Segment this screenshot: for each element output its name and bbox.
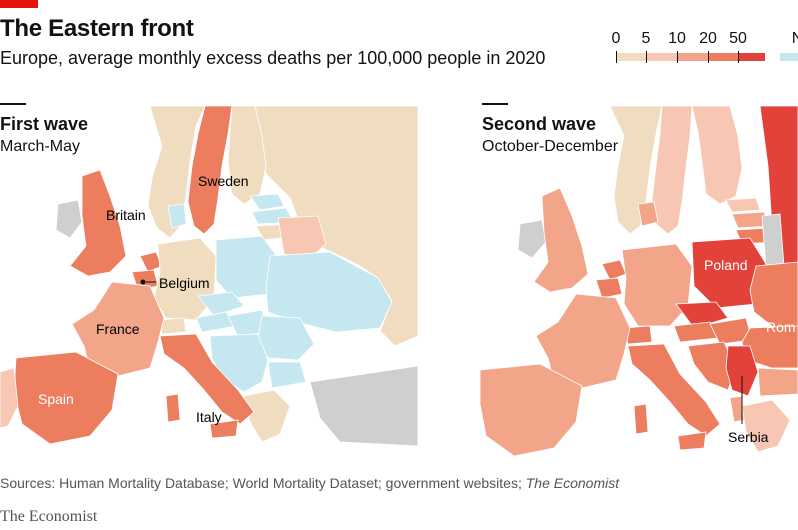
- label-serbia: Serbia: [728, 429, 769, 445]
- map-belgium: [595, 277, 623, 299]
- map-czechia: [197, 291, 245, 317]
- legend-tick: [708, 51, 709, 63]
- label-britain: Britain: [106, 207, 146, 223]
- map-sweden: [651, 106, 693, 235]
- map-sicily: [209, 419, 239, 439]
- map-italy: [627, 343, 721, 437]
- map-norway: [609, 106, 663, 235]
- first-wave-map-svg: Sweden Britain Belgium France Spain Ital…: [0, 106, 418, 447]
- map-netherlands: [601, 259, 627, 281]
- legend-tick: [646, 51, 647, 63]
- map-britain: [69, 169, 127, 277]
- map-sicily: [677, 431, 707, 451]
- chart-subtitle: Europe, average monthly excess deaths pe…: [0, 48, 546, 68]
- legend-tick: [738, 51, 739, 63]
- legend-label-20: 20: [699, 30, 717, 47]
- panel-title-second-wave: Second wave: [482, 114, 597, 134]
- legend-label-10: 10: [668, 30, 686, 47]
- legend-swatch-5: [646, 53, 677, 61]
- map-britain: [533, 187, 589, 293]
- legend-label-no-data: No: [791, 30, 798, 47]
- color-legend: 0 5 10 20 50 No: [610, 30, 798, 70]
- legend-swatch-0: [616, 53, 646, 61]
- map-portugal: [0, 367, 19, 429]
- source-publication: The Economist: [525, 475, 620, 491]
- map-italy: [159, 333, 255, 425]
- map-ireland: [55, 199, 83, 239]
- second-wave-map: Poland Rom Serbia: [480, 106, 798, 464]
- legend-label-50: 50: [729, 30, 747, 47]
- legend-swatch-10: [677, 53, 708, 61]
- map-denmark: [167, 203, 187, 229]
- map-ireland: [517, 219, 547, 259]
- map-czechia: [675, 301, 729, 329]
- map-greece: [741, 399, 791, 453]
- map-belarus: [277, 215, 327, 259]
- map-denmark: [637, 201, 659, 227]
- label-france: France: [96, 321, 140, 337]
- legend-tick: [677, 51, 678, 63]
- legend-swatch-no-data: [780, 53, 798, 61]
- map-estonia: [249, 193, 285, 211]
- label-romania: Rom: [766, 319, 796, 335]
- label-poland: Poland: [704, 257, 748, 273]
- panel-title-first-wave: First wave: [0, 114, 89, 134]
- panel-rule-second-wave: [482, 103, 508, 105]
- map-romania: [741, 325, 798, 369]
- map-bulgaria: [267, 361, 307, 389]
- map-spain: [480, 363, 583, 457]
- map-norway: [147, 106, 206, 239]
- legend-label-5: 5: [641, 30, 651, 47]
- label-spain: Spain: [38, 391, 74, 407]
- map-estonia: [725, 197, 761, 213]
- legend-swatch-20: [708, 53, 738, 61]
- belgium-marker: [140, 279, 146, 285]
- label-belgium: Belgium: [159, 275, 210, 291]
- map-germany: [621, 243, 693, 327]
- map-serbia: [725, 345, 759, 397]
- map-austria: [195, 311, 237, 333]
- map-turkey: [309, 365, 418, 447]
- chart-title: The Eastern front: [0, 15, 194, 42]
- brand-tag: [0, 0, 38, 8]
- legend-label-0: 0: [611, 30, 621, 47]
- map-sweden: [187, 106, 233, 235]
- brand-wordmark: The Economist: [0, 508, 98, 525]
- panel-rule-first-wave: [0, 103, 26, 105]
- source-note: Sources: Human Mortality Database; World…: [0, 475, 619, 491]
- map-greece: [243, 389, 291, 443]
- first-wave-map: Sweden Britain Belgium France Spain Ital…: [0, 106, 418, 464]
- map-sardinia: [165, 393, 181, 423]
- map-sardinia: [633, 403, 649, 435]
- source-text: Sources: Human Mortality Database; World…: [0, 475, 522, 491]
- map-ukraine: [749, 261, 798, 333]
- legend-swatch-50: [738, 53, 765, 61]
- map-ukraine: [265, 251, 393, 333]
- legend-tick: [616, 51, 617, 63]
- map-balkans-west: [687, 341, 737, 391]
- map-finland: [691, 106, 743, 205]
- panel-subtitle-second-wave: October-December: [482, 138, 619, 155]
- second-wave-map-svg: Poland Rom Serbia: [480, 106, 798, 457]
- map-belarus: [761, 213, 785, 269]
- map-bulgaria: [757, 367, 798, 397]
- panel-subtitle-first-wave: March-May: [0, 138, 81, 155]
- label-sweden: Sweden: [198, 173, 249, 189]
- label-italy: Italy: [196, 409, 222, 425]
